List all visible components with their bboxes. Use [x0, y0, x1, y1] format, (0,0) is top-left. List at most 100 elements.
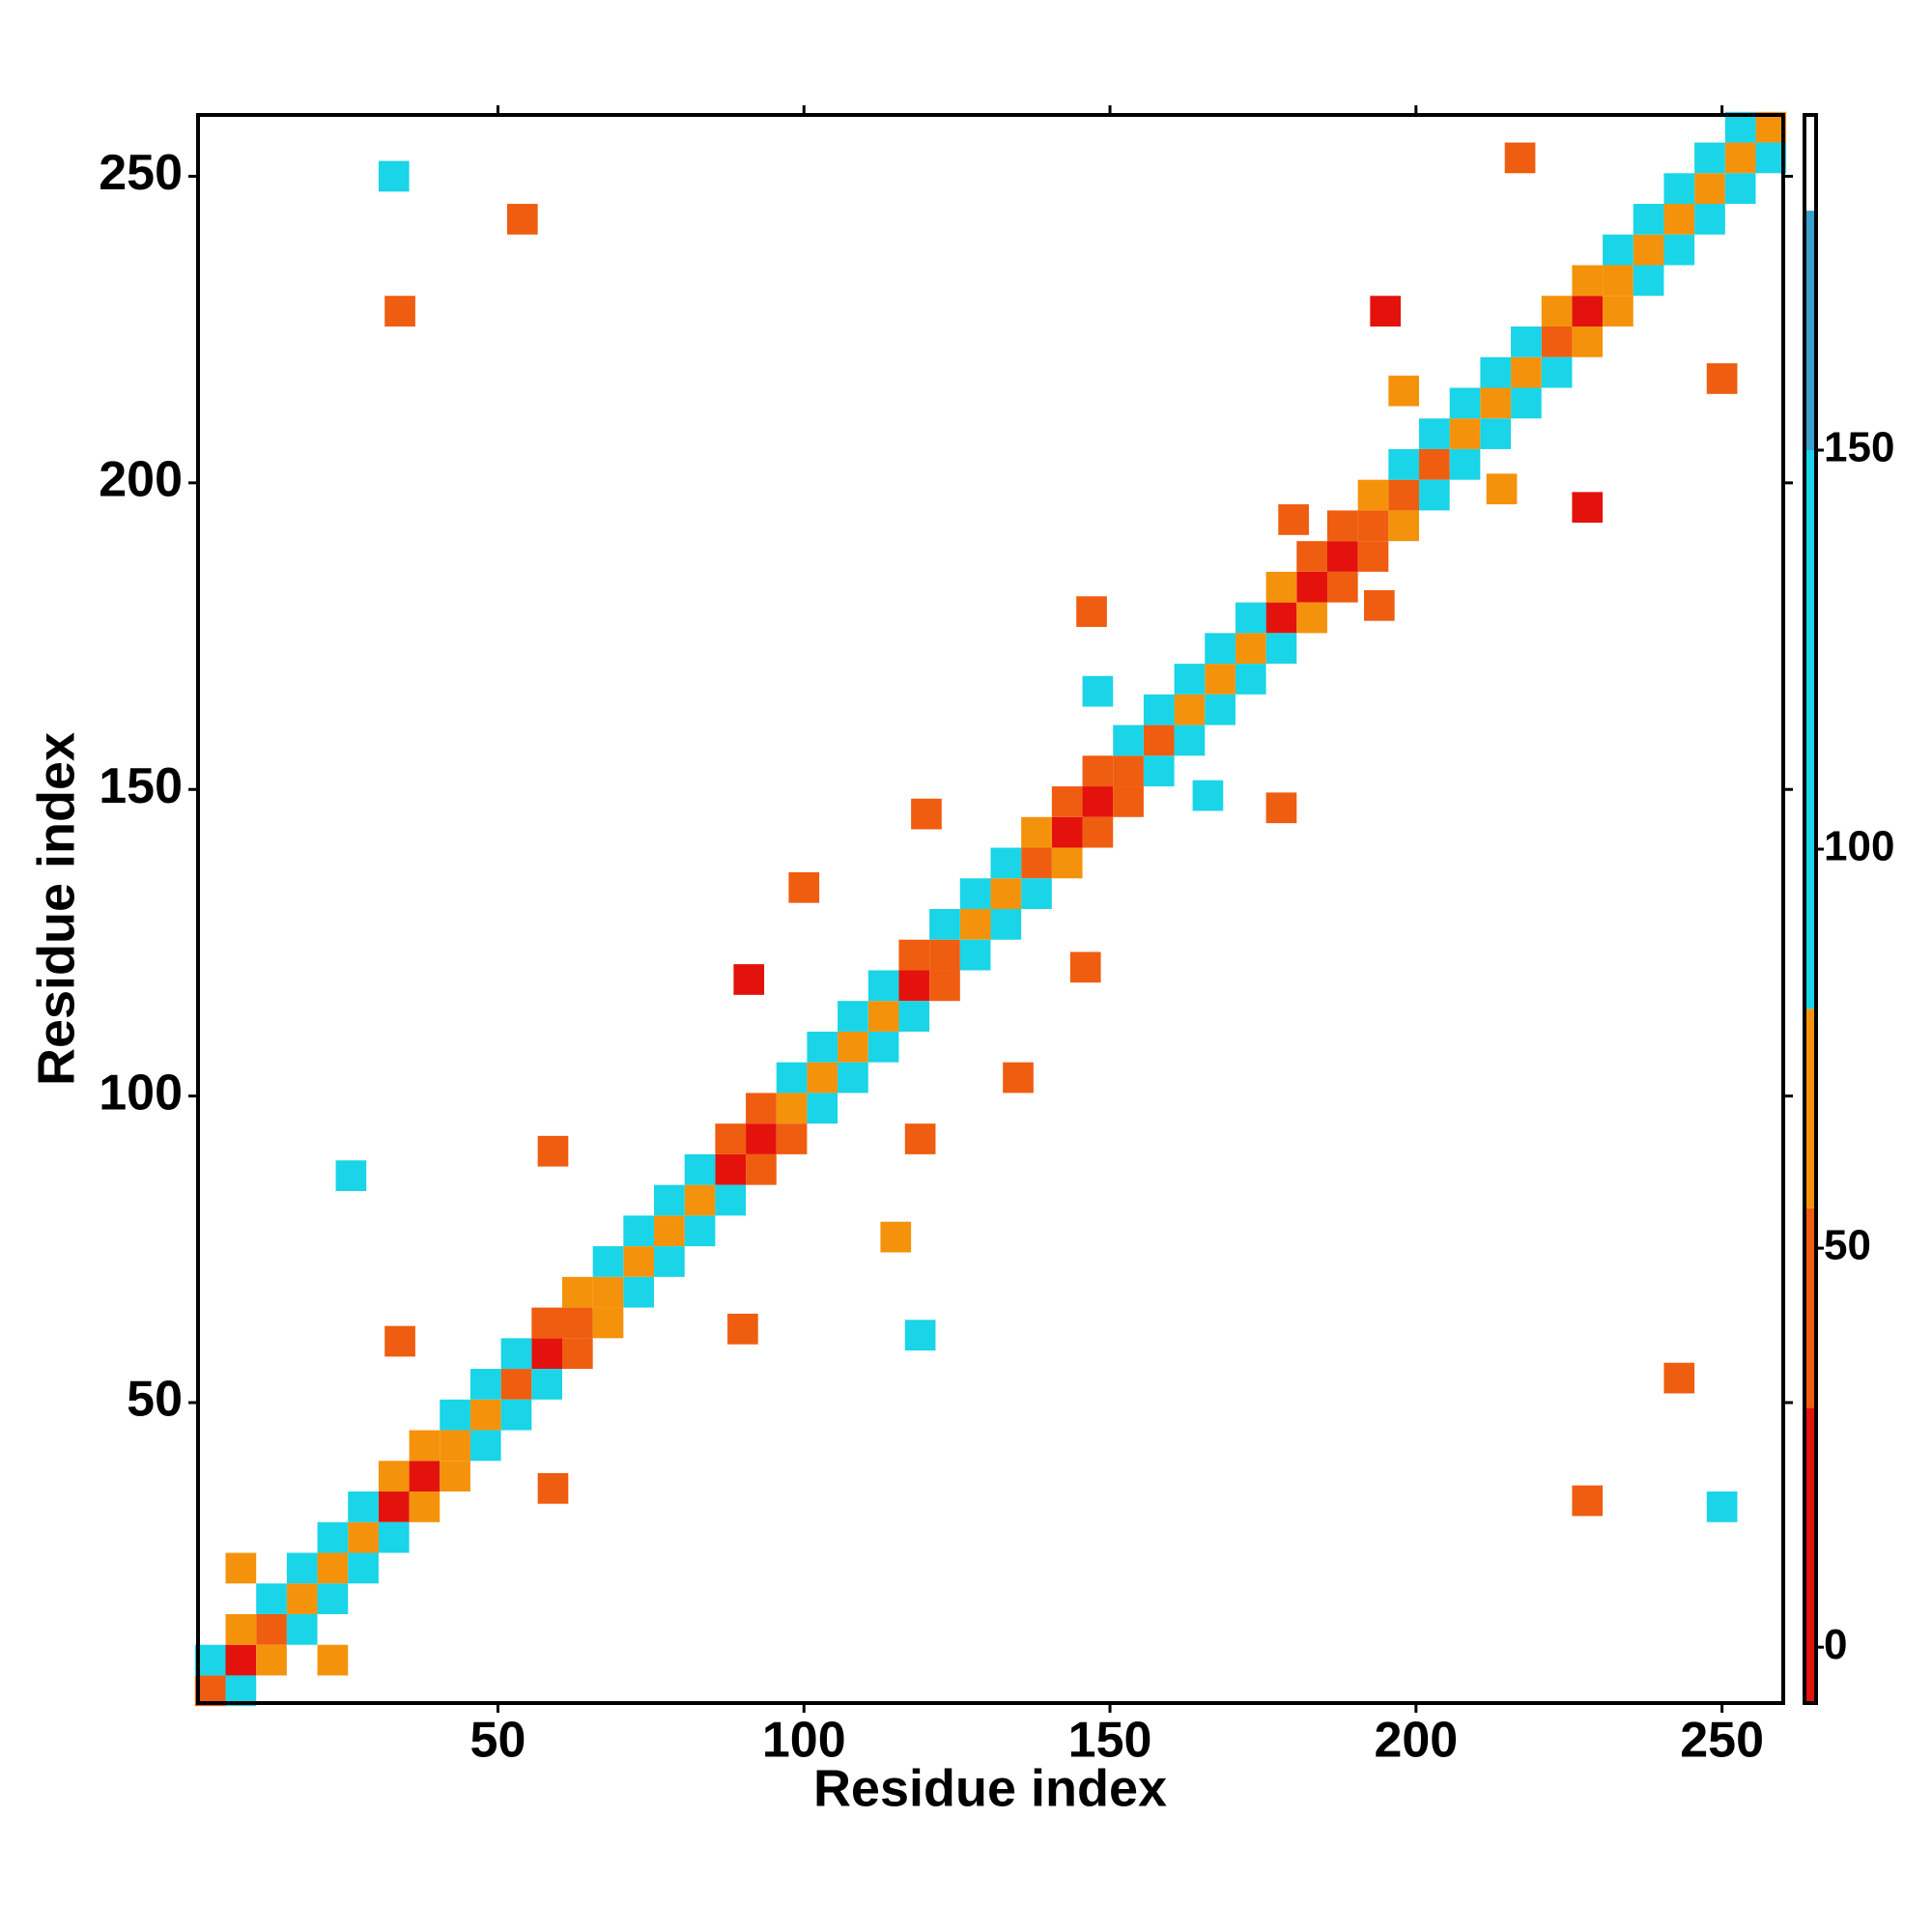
heatmap-cell [867, 1001, 899, 1032]
y-tick-label: 100 [99, 1065, 183, 1121]
heatmap-cell [286, 1613, 318, 1645]
x-tick-label: 150 [1068, 1713, 1152, 1769]
heatmap-cell [440, 1399, 470, 1431]
heatmap-cell [1082, 755, 1114, 787]
heatmap-cell [348, 1492, 379, 1522]
y-axis-title: Residue index [27, 732, 85, 1086]
heatmap-cell [256, 1613, 287, 1645]
heatmap-cell [1419, 448, 1450, 480]
heatmap-cell [469, 1399, 501, 1431]
heatmap-cell [807, 1093, 838, 1124]
heatmap-cell [1069, 952, 1101, 983]
heatmap-cell [880, 1221, 912, 1253]
heatmap-cell [1694, 204, 1725, 235]
heatmap-cell [911, 798, 942, 830]
heatmap-cell [1511, 326, 1542, 357]
heatmap-cell [500, 1369, 532, 1400]
x-tick-label: 100 [762, 1713, 846, 1769]
heatmap-cell [1357, 541, 1389, 572]
y-tick-label: 250 [99, 145, 183, 201]
heatmap-cell [440, 1461, 470, 1492]
heatmap-cell [1486, 473, 1518, 505]
heatmap-cell [348, 1552, 379, 1584]
heatmap-cell [746, 1153, 777, 1185]
heatmap-cell [1388, 479, 1420, 511]
heatmap-cell [1724, 142, 1756, 174]
heatmap-cell [561, 1338, 593, 1370]
heatmap-cell [1143, 694, 1175, 725]
heatmap-cell [469, 1369, 501, 1400]
heatmap-cell [531, 1369, 562, 1400]
heatmap-cell [1357, 510, 1389, 542]
heatmap-cell [684, 1215, 716, 1247]
heatmap-cell [225, 1675, 257, 1707]
heatmap-cell [561, 1307, 593, 1339]
heatmap-cell [898, 939, 930, 971]
heatmap-cell [1419, 479, 1450, 511]
heatmap-cell [1388, 375, 1420, 407]
heatmap-cell [1480, 418, 1512, 449]
colorbar-tick-label: 50 [1824, 1222, 1871, 1269]
heatmap-cell [1541, 326, 1573, 357]
heatmap-cell [378, 1461, 410, 1492]
x-axis-title: Residue index [813, 1759, 1167, 1817]
heatmap-cell [1663, 1362, 1695, 1394]
heatmap-cell [1603, 234, 1634, 266]
heatmap-cell [1755, 111, 1787, 143]
heatmap-cell [715, 1123, 747, 1154]
heatmap-cell [256, 1644, 287, 1676]
heatmap-cell [1326, 510, 1358, 542]
heatmap-cell [1021, 847, 1052, 879]
heatmap-cell [537, 1135, 569, 1167]
heatmap-cell [1143, 724, 1175, 756]
heatmap-cell [904, 1320, 936, 1351]
heatmap-cell [1051, 816, 1083, 848]
heatmap-cell [409, 1461, 440, 1492]
heatmap-cell [378, 1521, 410, 1553]
heatmap-cell [561, 1276, 593, 1308]
heatmap-cell [1076, 596, 1107, 628]
heatmap-cell [807, 1062, 838, 1094]
heatmap-cell [1265, 602, 1297, 634]
heatmap-cell [959, 939, 991, 971]
colorbar-tick-label: 150 [1824, 424, 1894, 471]
heatmap-cell [623, 1215, 655, 1247]
heatmap-cell [1082, 816, 1114, 848]
y-tick-label: 200 [99, 452, 183, 508]
heatmap-cell [623, 1276, 655, 1308]
heatmap-cell [788, 871, 820, 903]
heatmap-cell [1265, 571, 1297, 603]
x-tick-label: 250 [1680, 1713, 1764, 1769]
colorbar-tick-label: 100 [1824, 823, 1894, 870]
colorbar-tick-label: 0 [1824, 1621, 1847, 1668]
heatmap-cell [500, 1399, 532, 1431]
heatmap-cell [1724, 111, 1756, 143]
heatmap-cell [1663, 204, 1695, 235]
heatmap-cell [1235, 602, 1266, 634]
heatmap-cell [1694, 173, 1725, 205]
y-tick-label: 150 [99, 758, 183, 814]
heatmap-cell [1113, 724, 1144, 756]
heatmap-cell [531, 1307, 562, 1339]
heatmap-cell [1278, 504, 1309, 535]
heatmap-cell [537, 1472, 569, 1504]
heatmap-cell [1480, 387, 1512, 419]
plot-frame [196, 113, 1785, 1705]
heatmap-cell [1541, 356, 1573, 388]
heatmap-cell [990, 878, 1022, 909]
heatmap-cell [348, 1521, 379, 1553]
heatmap-cell [1449, 448, 1481, 480]
heatmap-cell [500, 1338, 532, 1370]
heatmap-cell [1504, 142, 1536, 174]
heatmap-cell [684, 1153, 716, 1185]
heatmap-cell [194, 1675, 226, 1707]
heatmap-cell [776, 1062, 808, 1094]
heatmap-cell [335, 1160, 367, 1191]
heatmap-cell [654, 1246, 685, 1277]
heatmap-cell [225, 1644, 257, 1676]
heatmap-cell [654, 1184, 685, 1216]
heatmap-cell [1603, 296, 1634, 327]
heatmap-cell [1205, 633, 1236, 665]
heatmap-cell [867, 1031, 899, 1063]
heatmap-cell [1755, 142, 1787, 174]
